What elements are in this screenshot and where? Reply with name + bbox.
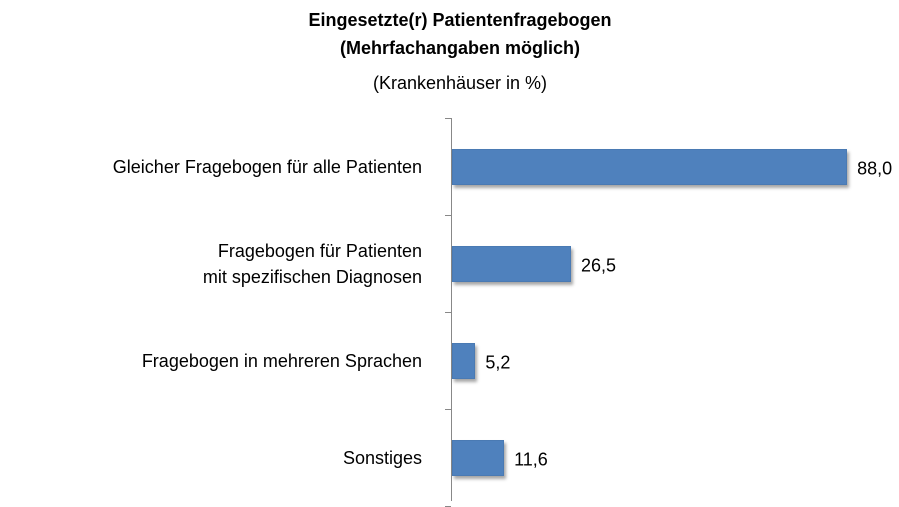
category-label: Fragebogen in mehreren Sprachen <box>141 350 422 371</box>
axis-tick <box>445 118 451 119</box>
axis-tick <box>445 312 451 313</box>
axis-line <box>451 118 452 501</box>
chart-title: Eingesetzte(r) Patientenfragebogen <box>308 10 612 30</box>
category-label: Fragebogen für Patienten mit spezifische… <box>202 240 422 287</box>
category-label: Sonstiges <box>342 447 422 468</box>
chart-subtitle: (Krankenhäuser in %) <box>372 73 548 93</box>
axis-tick <box>445 215 451 216</box>
value-label: 11,6 <box>514 449 548 469</box>
category-label: Gleicher Fragebogen für alle Patienten <box>112 156 422 177</box>
value-label: 26,5 <box>580 255 617 275</box>
bar <box>452 342 476 379</box>
bar <box>452 245 571 282</box>
value-label: 5,2 <box>485 352 511 372</box>
bar <box>452 148 848 185</box>
axis-tick <box>445 409 451 410</box>
value-label: 88,0 <box>857 158 893 178</box>
bar <box>452 439 505 476</box>
chart-title-line2: (Mehrfachangaben möglich) <box>339 38 581 58</box>
